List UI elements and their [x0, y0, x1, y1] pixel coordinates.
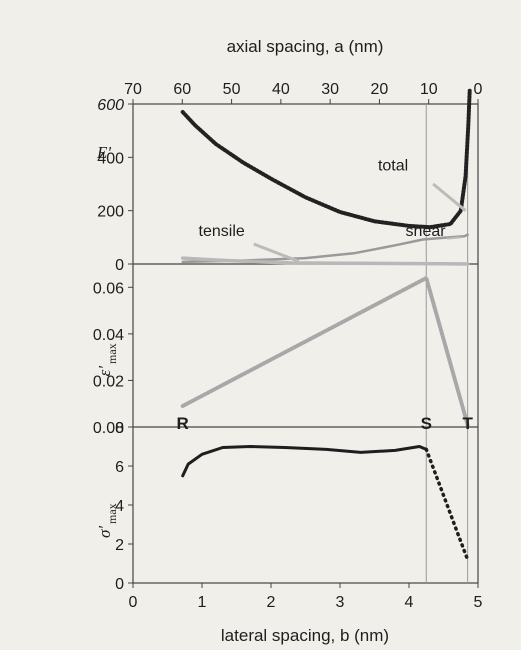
- stress-ytick-label: 8: [115, 420, 124, 437]
- marker-R: R: [177, 414, 189, 433]
- bottom-tick-label: 3: [336, 594, 345, 611]
- energy-ytick-label: 600: [97, 97, 124, 114]
- bottom-tick-label: 1: [198, 594, 207, 611]
- bottom-axis-title: lateral spacing, b (nm): [221, 626, 389, 645]
- stress-ylabel-sub: max: [105, 503, 119, 524]
- stress-ylabel: σ' max: [95, 503, 119, 538]
- top-axis-title: axial spacing, a (nm): [227, 37, 384, 56]
- bottom-tick-label: 5: [474, 594, 483, 611]
- top-tick-label: 0: [474, 81, 483, 98]
- top-tick-label: 60: [173, 81, 191, 98]
- top-tick-label: 20: [371, 81, 389, 98]
- strain-ytick-label: 0.04: [93, 327, 124, 344]
- strain-series-1: [180, 276, 470, 427]
- energy-label-tensile: tensile: [199, 223, 245, 240]
- stress-ytick-label: 0: [115, 576, 124, 593]
- energy-ytick-label: 200: [97, 204, 124, 221]
- total-label-pointer: [432, 182, 467, 212]
- energy-series-tensile: [180, 256, 470, 266]
- top-tick-label: 30: [321, 81, 339, 98]
- top-tick-label: 40: [272, 81, 290, 98]
- plot-area: 70 60 50 40 30 20 10 00 1 2 3 4 50200400600totaltens…: [93, 81, 483, 611]
- strain-ylabel-sub: max: [105, 343, 119, 364]
- energy-ytick-label: 400: [97, 150, 124, 167]
- stress-ytick-label: 4: [115, 498, 124, 515]
- top-tick-label: 70: [124, 81, 142, 98]
- top-tick-label: 10: [420, 81, 438, 98]
- stress-ytick-label: 6: [115, 459, 124, 476]
- bottom-tick-label: 0: [129, 594, 138, 611]
- stress-series-1: [181, 445, 428, 478]
- marker-S: S: [421, 414, 432, 433]
- energy-ylabel: E': [96, 143, 111, 162]
- energy-series-total: [180, 88, 472, 230]
- energy-label-total: total: [378, 158, 408, 175]
- energy-label-shear: shear: [406, 223, 447, 240]
- plot-frame: [132, 103, 479, 584]
- marker-T: T: [462, 414, 473, 433]
- strain-ylabel-main: ε': [95, 366, 114, 377]
- strain-ytick-label: 0.06: [93, 280, 124, 297]
- energy-ytick-label: 0: [115, 257, 124, 274]
- top-tick-label: 50: [223, 81, 241, 98]
- strain-ytick-label: 0.02: [93, 373, 124, 390]
- strain-ylabel: ε' max: [95, 343, 119, 376]
- tensile-label-pointer: [253, 242, 300, 263]
- shear-label-pointer: [446, 236, 461, 240]
- strain-ytick-label: 0.00: [93, 420, 124, 437]
- bottom-tick-label: 2: [267, 594, 276, 611]
- stress-series-2: [424, 447, 470, 562]
- stress-ylabel-main: σ': [95, 526, 114, 538]
- bottom-tick-label: 4: [405, 594, 414, 611]
- stress-ytick-label: 2: [115, 537, 124, 554]
